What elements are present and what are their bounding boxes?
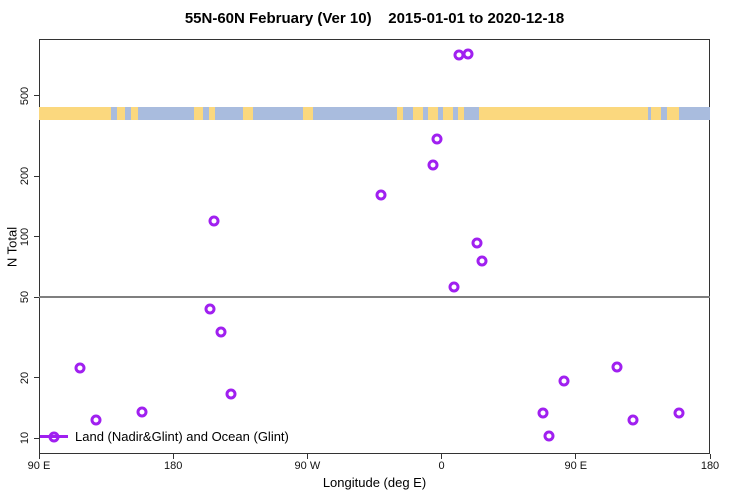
- y-tick-mark: [34, 437, 39, 439]
- y-tick-label: 10: [19, 432, 31, 445]
- y-tick-label: 100: [19, 227, 31, 246]
- data-point: [462, 48, 474, 60]
- land-segment: [397, 107, 403, 120]
- data-point: [375, 189, 387, 201]
- data-point: [558, 375, 570, 387]
- land-segment: [412, 107, 423, 120]
- data-point: [74, 362, 86, 374]
- land-segment: [39, 107, 112, 120]
- land-segment: [667, 107, 679, 120]
- data-point: [90, 414, 102, 426]
- land-segment: [131, 107, 138, 120]
- x-tick-label: 180: [164, 460, 183, 472]
- data-point: [431, 133, 443, 145]
- land-segment: [242, 107, 253, 120]
- x-axis-label: Longitude (deg E): [322, 475, 427, 490]
- land-segment: [303, 107, 314, 120]
- data-point: [471, 237, 483, 249]
- x-tick-label: 90 W: [294, 460, 321, 472]
- y-tick-label: 50: [19, 291, 31, 304]
- x-tick-label: 180: [700, 460, 720, 472]
- y-tick-mark: [34, 95, 39, 97]
- y-tick-mark: [34, 175, 39, 177]
- legend-label: Land (Nadir&Glint) and Ocean (Glint): [75, 429, 289, 444]
- land-segment: [116, 107, 126, 120]
- y-tick-label: 20: [19, 371, 31, 384]
- data-point: [225, 388, 237, 400]
- x-tick-mark: [38, 454, 40, 459]
- land-segment: [650, 107, 661, 120]
- x-tick-label: 90 E: [564, 460, 588, 472]
- y-tick-mark: [34, 296, 39, 298]
- y-tick-label: 500: [19, 86, 31, 106]
- land-segment: [479, 107, 648, 120]
- land-segment: [443, 107, 454, 120]
- x-tick-label: 0: [438, 460, 445, 472]
- data-point: [427, 159, 439, 171]
- x-tick-mark: [709, 454, 711, 459]
- land-segment: [208, 107, 215, 120]
- plot-area: [39, 39, 710, 454]
- world-map-strip: [39, 107, 710, 120]
- data-point: [208, 215, 220, 227]
- y-axis-label: N Total: [4, 226, 20, 268]
- land-segment: [193, 107, 204, 120]
- land-segment: [458, 107, 464, 120]
- x-tick-label: 90 E: [27, 460, 51, 472]
- data-point: [448, 281, 460, 293]
- data-point: [673, 407, 685, 419]
- data-point: [627, 414, 639, 426]
- x-tick-mark: [172, 454, 174, 459]
- chart-title: 55N-60N February (Ver 10) 2015-01-01 to …: [184, 10, 565, 27]
- y-tick-mark: [34, 236, 39, 238]
- data-point: [543, 430, 555, 442]
- y-tick-mark: [34, 377, 39, 379]
- land-segment: [428, 107, 438, 120]
- legend-open-circle-icon: [48, 431, 60, 442]
- data-point: [136, 406, 148, 418]
- x-tick-mark: [575, 454, 577, 459]
- reference-line-n50: [39, 296, 710, 299]
- x-tick-mark: [306, 454, 308, 459]
- x-tick-mark: [441, 454, 443, 459]
- data-point: [215, 326, 227, 338]
- data-point: [611, 361, 623, 373]
- data-point: [476, 255, 488, 267]
- data-point: [537, 407, 549, 419]
- y-tick-label: 200: [19, 166, 31, 186]
- data-point: [204, 303, 216, 315]
